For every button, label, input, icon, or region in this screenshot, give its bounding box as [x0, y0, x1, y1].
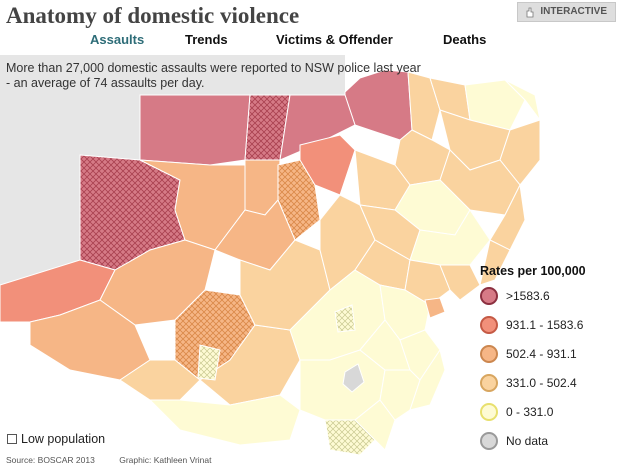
legend-item-label: 931.1 - 1583.6: [506, 318, 584, 332]
legend-swatch: [480, 345, 498, 363]
region-riverina-hatched: [197, 344, 221, 381]
region-central-hatched-2: [334, 304, 356, 333]
page-title: Anatomy of domestic violence: [6, 3, 300, 28]
tab-trends[interactable]: Trends: [185, 32, 228, 47]
tab-bar: Assaults Trends Victims & Offender Death…: [0, 32, 620, 50]
legend: Rates per 100,000 >1583.6 931.1 - 1583.6…: [480, 264, 616, 460]
region-far-south-coast: [354, 399, 396, 451]
legend-title: Rates per 100,000: [480, 264, 586, 278]
region-north-central-1: [139, 94, 251, 166]
legend-item-label: 331.0 - 502.4: [506, 376, 577, 390]
tab-assaults[interactable]: Assaults: [90, 32, 145, 47]
source-credit: Source: BOSCAR 2013: [6, 455, 95, 465]
legend-item-label: >1583.6: [506, 289, 550, 303]
hatch-square-icon: [7, 434, 17, 444]
legend-swatch: [480, 374, 498, 392]
legend-item-0-331[interactable]: 0 - 331.0: [480, 402, 616, 422]
legend-item-label: 502.4 - 931.1: [506, 347, 577, 361]
region-no-data: [342, 363, 365, 393]
region-north-coast-7: [489, 183, 526, 251]
state-outline: [0, 69, 541, 456]
region-north-east-3: [464, 79, 526, 131]
tab-deaths[interactable]: Deaths: [443, 32, 487, 47]
low-population-label: Low population: [21, 432, 106, 446]
region-south-east-hatched: [324, 419, 376, 456]
pointer-hand-icon: [524, 7, 535, 18]
legend-swatch: [480, 316, 498, 334]
region-sydney-2: [424, 297, 446, 319]
legend-item-502-931[interactable]: 502.4 - 931.1: [480, 344, 616, 364]
legend-swatch: [480, 432, 498, 450]
legend-item-331-502[interactable]: 331.0 - 502.4: [480, 373, 616, 393]
legend-swatch: [480, 403, 498, 421]
legend-swatch: [480, 287, 498, 305]
tab-victims-offender[interactable]: Victims & Offender: [276, 32, 393, 47]
legend-item-no-data[interactable]: No data: [480, 431, 616, 451]
low-population-key[interactable]: Low population: [7, 432, 105, 446]
region-riverina-4: [148, 394, 301, 446]
region-hunter-5: [439, 264, 481, 301]
region-coast-edge: [479, 239, 511, 286]
legend-item-over-1583[interactable]: >1583.6: [480, 286, 616, 306]
credits: Source: BOSCAR 2013 Graphic: Kathleen Vr…: [6, 455, 212, 465]
region-south-coast-2: [409, 348, 446, 411]
interactive-badge[interactable]: INTERACTIVE: [517, 2, 616, 22]
graphic-credit: Graphic: Kathleen Vrinat: [119, 455, 212, 465]
legend-item-label: 0 - 331.0: [506, 405, 554, 419]
interactive-badge-label: INTERACTIVE: [540, 6, 607, 17]
region-north-central-3: [279, 94, 356, 161]
region-north-coast-2: [499, 119, 541, 186]
region-north-east-1: [407, 71, 441, 141]
legend-item-931-1583[interactable]: 931.1 - 1583.6: [480, 315, 616, 335]
legend-item-label: No data: [506, 434, 549, 448]
intro-text: More than 27,000 domestic assaults were …: [6, 61, 421, 90]
